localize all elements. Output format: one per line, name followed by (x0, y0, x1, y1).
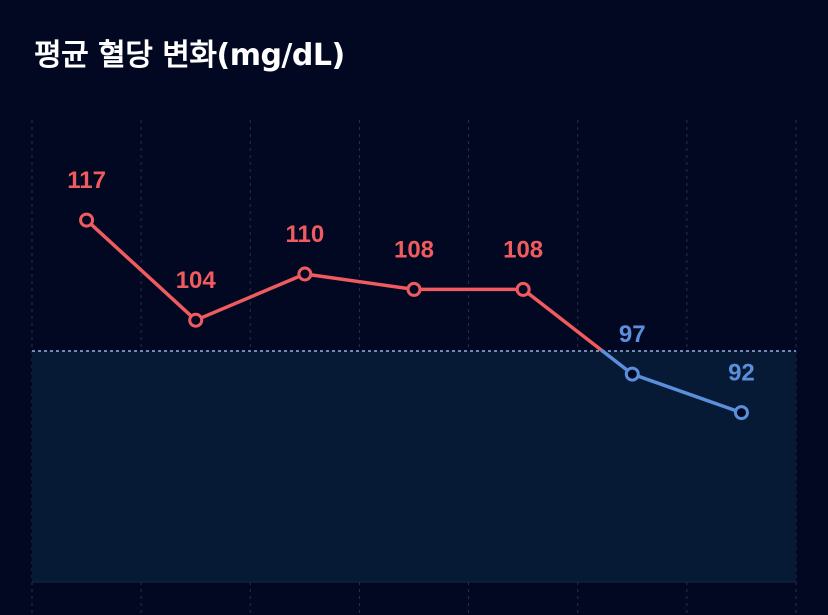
data-point (624, 366, 640, 382)
series-line (84, 218, 744, 415)
data-label: 108 (394, 236, 434, 263)
data-point (79, 212, 95, 228)
chart-title: 평균 혈당 변화(mg/dL) (34, 38, 345, 73)
series-segment (193, 272, 307, 322)
normal-range-zone (32, 351, 796, 582)
series-segment (630, 372, 744, 415)
data-point (406, 281, 422, 297)
data-label: 108 (503, 236, 543, 263)
data-point (297, 266, 313, 282)
data-label: 92 (728, 360, 755, 387)
data-labels: 117 104 110 108 108 97 92 (67, 167, 755, 387)
data-label: 97 (619, 321, 646, 348)
data-label: 110 (285, 221, 324, 248)
series-segment (521, 287, 605, 353)
data-point (515, 281, 531, 297)
data-point (188, 312, 204, 328)
data-point (733, 405, 749, 421)
series-segment (303, 272, 416, 292)
data-label: 104 (176, 267, 217, 294)
series-segment (84, 218, 198, 322)
data-points (79, 212, 749, 421)
data-label: 117 (67, 167, 106, 194)
